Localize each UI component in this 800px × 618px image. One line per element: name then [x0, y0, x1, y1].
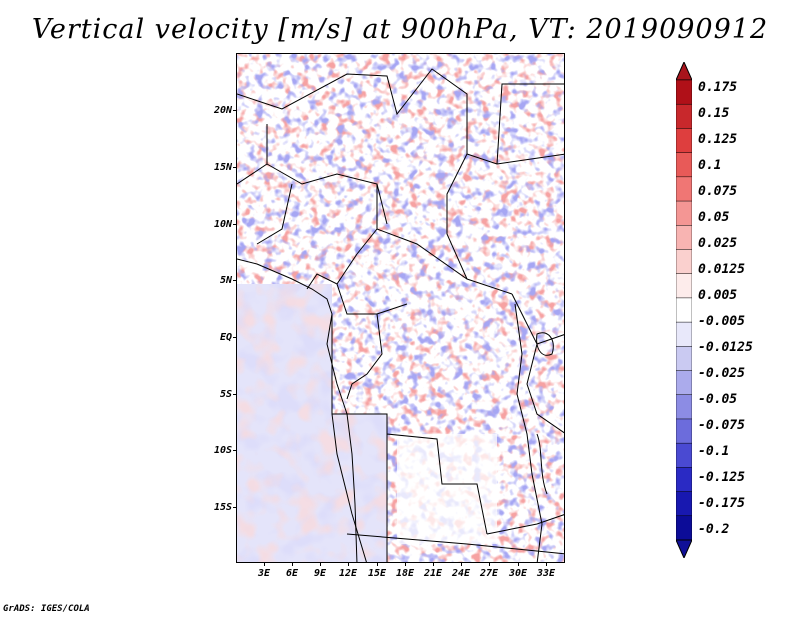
colorbar-top-arrow: [676, 62, 692, 81]
colorbar-segment: [676, 103, 692, 130]
lon-tick: [489, 562, 490, 566]
colorbar-label: -0.0125: [698, 340, 753, 355]
colorbar-segment: [676, 176, 692, 202]
colorbar-segment: [676, 394, 692, 420]
figure-title: Vertical velocity [m/s] at 900hPa, VT: 2…: [31, 14, 769, 45]
colorbar-segment: [676, 249, 692, 275]
lat-label: EQ: [219, 332, 232, 343]
colorbar-label: 0.175: [698, 80, 738, 95]
lon-label: 33E: [536, 568, 556, 579]
lon-label: 12E: [338, 568, 358, 579]
colorbar-label: 0.15: [698, 106, 730, 121]
colorbar-label: -0.175: [698, 496, 745, 511]
colorbar-segment: [676, 297, 692, 323]
lat-label: 5S: [219, 389, 232, 400]
lon-label: 18E: [395, 568, 415, 579]
colorbar-segment: [676, 418, 692, 444]
lon-label: 27E: [479, 568, 499, 579]
lat-label: 20N: [213, 105, 232, 116]
country-borders: [237, 68, 564, 562]
colorbar: [676, 62, 692, 558]
colorbar-label: -0.125: [698, 470, 745, 485]
colorbar-segment: [676, 79, 692, 105]
lat-label: 15S: [213, 502, 232, 513]
velocity-field: [237, 54, 564, 562]
lat-tick: [233, 450, 237, 451]
lon-tick: [348, 562, 349, 566]
colorbar-segment: [676, 321, 692, 348]
lat-label: 15N: [213, 162, 232, 173]
colorbar-label: -0.1: [698, 444, 730, 459]
colorbar-label: -0.025: [698, 366, 745, 381]
lat-label: 10S: [213, 445, 232, 456]
colorbar-label: -0.005: [698, 314, 745, 329]
colorbar-segment: [676, 442, 692, 469]
lon-tick: [461, 562, 462, 566]
lon-tick: [320, 562, 321, 566]
lon-label: 3E: [257, 568, 271, 579]
lat-tick: [233, 337, 237, 338]
lon-tick: [292, 562, 293, 566]
colorbar-label: -0.075: [698, 418, 745, 433]
credit-text: GrADS: IGES/COLA: [3, 604, 90, 614]
lon-label: 30E: [508, 568, 528, 579]
lon-label: 9E: [313, 568, 327, 579]
colorbar-label: 0.1: [698, 158, 722, 173]
lat-tick: [233, 280, 237, 281]
colorbar-segment: [676, 515, 692, 541]
colorbar-segment: [676, 225, 692, 251]
lat-label: 5N: [219, 275, 232, 286]
lat-tick: [233, 394, 237, 395]
lon-tick: [546, 562, 547, 566]
colorbar-segment: [676, 273, 692, 299]
lat-label: 10N: [213, 219, 232, 230]
lon-tick: [433, 562, 434, 566]
lon-label: 24E: [451, 568, 471, 579]
colorbar-label: 0.075: [698, 184, 738, 199]
colorbar-label: -0.05: [698, 392, 738, 407]
colorbar-label: -0.2: [698, 522, 730, 537]
lat-tick: [233, 224, 237, 225]
lat-tick: [233, 167, 237, 168]
colorbar-segment: [676, 152, 692, 178]
colorbar-label: 0.125: [698, 132, 738, 147]
colorbar-segment: [676, 128, 692, 154]
colorbar-label: 0.005: [698, 288, 738, 303]
lon-tick: [377, 562, 378, 566]
coastline: [237, 258, 554, 562]
lon-label: 15E: [367, 568, 387, 579]
lon-tick: [518, 562, 519, 566]
map-panel: [236, 53, 565, 563]
colorbar-segment: [676, 491, 692, 517]
colorbar-bottom-arrow: [676, 539, 692, 558]
lon-label: 21E: [423, 568, 443, 579]
colorbar-segment: [676, 200, 692, 227]
lon-tick: [264, 562, 265, 566]
colorbar-label: 0.05: [698, 210, 730, 225]
lat-tick: [233, 507, 237, 508]
colorbar-segment: [676, 370, 692, 396]
colorbar-label: 0.025: [698, 236, 738, 251]
colorbar-label: 0.0125: [698, 262, 745, 277]
colorbar-segment: [676, 467, 692, 493]
colorbar-segment: [676, 346, 692, 372]
lon-tick: [405, 562, 406, 566]
lat-tick: [233, 110, 237, 111]
lon-label: 6E: [285, 568, 299, 579]
